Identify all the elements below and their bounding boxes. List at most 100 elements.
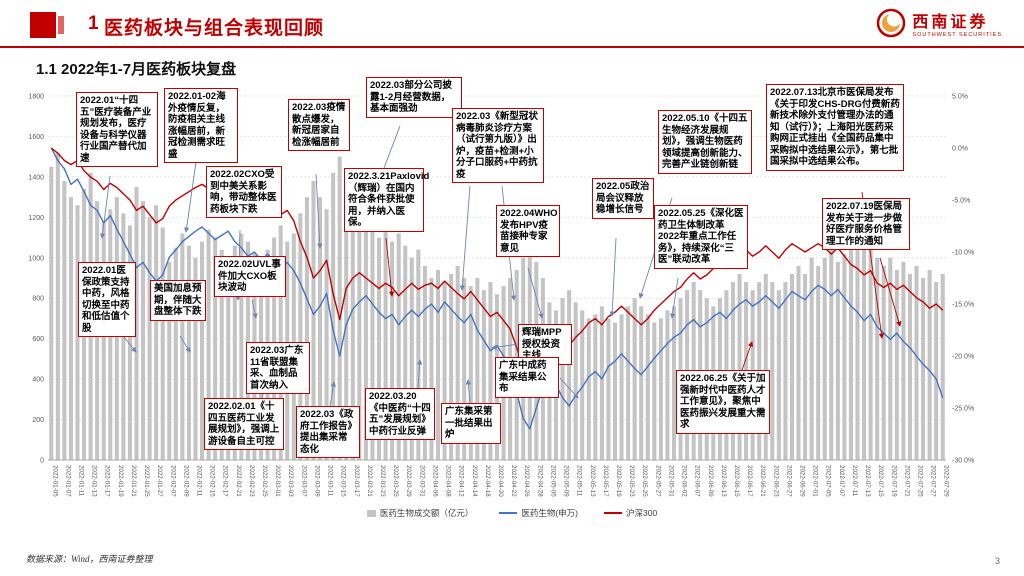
svg-text:-15.0%: -15.0% bbox=[952, 302, 974, 309]
svg-text:1000: 1000 bbox=[28, 255, 44, 262]
svg-text:2022-03-25: 2022-03-25 bbox=[392, 465, 399, 497]
pharma-sector-chart: 0 200 400 600 800 1000 1200 1400 1600 1800 5.0% 0.0… bbox=[28, 94, 974, 498]
svg-text:2022-03-03: 2022-03-03 bbox=[287, 465, 294, 497]
svg-text:-20.0%: -20.0% bbox=[952, 354, 974, 361]
svg-text:2022-06-21: 2022-06-21 bbox=[759, 465, 766, 497]
svg-text:5.0%: 5.0% bbox=[952, 94, 968, 101]
legend-swatch-volume bbox=[366, 509, 376, 517]
svg-text:2022-07-01: 2022-07-01 bbox=[812, 465, 819, 497]
svg-text:2022-02-23: 2022-02-23 bbox=[248, 465, 255, 497]
svg-text:2022-02-21: 2022-02-21 bbox=[235, 465, 242, 497]
svg-text:2022-03-21: 2022-03-21 bbox=[366, 465, 373, 497]
page-title: 医药板块与组合表现回顾 bbox=[104, 18, 325, 39]
svg-text:-25.0%: -25.0% bbox=[952, 406, 974, 413]
svg-text:2022-02-11: 2022-02-11 bbox=[195, 465, 202, 497]
svg-text:2022-06-13: 2022-06-13 bbox=[720, 465, 727, 497]
svg-text:2022-07-15: 2022-07-15 bbox=[877, 465, 884, 497]
svg-text:2022-06-23: 2022-06-23 bbox=[772, 465, 779, 497]
right-axis-labels: 5.0% 0.0% -5.0% -10.0% -15.0% -20.0% -25.0% -30… bbox=[952, 94, 974, 465]
svg-text:2022-07-05: 2022-07-05 bbox=[825, 465, 832, 497]
svg-text:2022-03-11: 2022-03-11 bbox=[327, 465, 334, 497]
svg-text:2022-03-23: 2022-03-23 bbox=[379, 465, 386, 497]
series-line_hs300 bbox=[50, 147, 944, 368]
svg-text:-10.0%: -10.0% bbox=[952, 250, 974, 257]
svg-text:2022-07-07: 2022-07-07 bbox=[838, 465, 845, 497]
svg-text:2022-06-09: 2022-06-09 bbox=[707, 465, 714, 497]
svg-text:2022-06-15: 2022-06-15 bbox=[733, 465, 740, 497]
svg-text:2022-02-09: 2022-02-09 bbox=[182, 465, 189, 497]
svg-text:2022-07-27: 2022-07-27 bbox=[930, 465, 937, 497]
svg-text:2022-02-15: 2022-02-15 bbox=[209, 465, 216, 497]
logo-name-cn: 西南证券 bbox=[912, 14, 989, 31]
svg-text:2022-04-18: 2022-04-18 bbox=[484, 465, 491, 497]
left-axis-labels: 0 200 400 600 800 1000 1200 1400 1600 1800 bbox=[28, 94, 44, 465]
svg-text:2022-01-13: 2022-01-13 bbox=[91, 465, 98, 497]
legend-label-hs300: 沪深300 bbox=[626, 508, 658, 518]
svg-text:-5.0%: -5.0% bbox=[952, 198, 970, 205]
legend-swatch-hs300 bbox=[604, 512, 622, 514]
chart-legend: 医药生物成交额（亿元） 医药生物(申万) 沪深300 bbox=[0, 507, 1024, 519]
svg-text:2022-03-31: 2022-03-31 bbox=[418, 465, 425, 497]
svg-text:-30.0%: -30.0% bbox=[952, 458, 974, 465]
svg-text:2022-05-23: 2022-05-23 bbox=[628, 465, 635, 497]
logo-icon bbox=[877, 8, 906, 38]
svg-text:2022-05-25: 2022-05-25 bbox=[641, 465, 648, 497]
svg-text:2022-07-29: 2022-07-29 bbox=[943, 465, 950, 497]
svg-text:2022-01-11: 2022-01-11 bbox=[77, 465, 84, 497]
svg-text:0: 0 bbox=[40, 458, 44, 465]
svg-text:2022-01-19: 2022-01-19 bbox=[117, 465, 124, 497]
svg-text:2022-04-22: 2022-04-22 bbox=[510, 465, 517, 497]
logo-text: 西南证券 SOUTHWEST SECURITIES bbox=[912, 8, 1002, 38]
legend-item-volume: 医药生物成交额（亿元） bbox=[366, 507, 473, 519]
svg-text:2022-06-07: 2022-06-07 bbox=[694, 465, 701, 497]
svg-text:2022-05-13: 2022-05-13 bbox=[589, 465, 596, 497]
svg-text:2022-06-02: 2022-06-02 bbox=[681, 465, 688, 497]
legend-swatch-pharma bbox=[499, 512, 518, 514]
section-number: 1 bbox=[88, 13, 99, 34]
svg-text:2022-03-07: 2022-03-07 bbox=[300, 465, 307, 497]
svg-text:2022-05-19: 2022-05-19 bbox=[615, 465, 622, 497]
svg-text:2022-04-06: 2022-04-06 bbox=[431, 465, 438, 497]
svg-text:400: 400 bbox=[32, 377, 44, 384]
company-logo: 西南证券 SOUTHWEST SECURITIES bbox=[876, 8, 1002, 38]
svg-text:1400: 1400 bbox=[28, 174, 44, 181]
svg-text:2022-06-29: 2022-06-29 bbox=[799, 465, 806, 497]
svg-text:2022-05-31: 2022-05-31 bbox=[667, 465, 674, 497]
svg-text:2022-01-25: 2022-01-25 bbox=[143, 465, 150, 497]
data-source-note: 数据来源：Wind，西南证券整理 bbox=[26, 554, 153, 564]
svg-text:2022-05-05: 2022-05-05 bbox=[549, 465, 556, 497]
x-axis-labels: 2022-01-05 2022-01-07 2022-01-11 2022-01-13… bbox=[51, 465, 949, 497]
legend-label-pharma: 医药生物(申万) bbox=[521, 508, 578, 518]
svg-text:800: 800 bbox=[32, 296, 44, 303]
section-bullet bbox=[30, 12, 56, 38]
svg-text:2022-04-28: 2022-04-28 bbox=[536, 465, 543, 497]
svg-text:1600: 1600 bbox=[28, 134, 44, 141]
svg-text:2022-07-21: 2022-07-21 bbox=[903, 465, 910, 497]
volume-bar-series bbox=[49, 152, 945, 461]
svg-text:2022-06-17: 2022-06-17 bbox=[746, 465, 753, 497]
svg-text:1800: 1800 bbox=[28, 94, 44, 101]
legend-item-pharma: 医药生物(申万) bbox=[499, 507, 578, 519]
svg-text:2022-05-09: 2022-05-09 bbox=[563, 465, 570, 497]
svg-text:2022-07-11: 2022-07-11 bbox=[851, 465, 858, 497]
svg-text:2022-07-19: 2022-07-19 bbox=[890, 465, 897, 497]
page-number: 3 bbox=[994, 556, 1000, 566]
svg-text:2022-04-20: 2022-04-20 bbox=[497, 465, 504, 497]
svg-text:2022-03-17: 2022-03-17 bbox=[353, 465, 360, 497]
svg-text:2022-03-01: 2022-03-01 bbox=[274, 465, 281, 497]
svg-text:2022-03-09: 2022-03-09 bbox=[313, 465, 320, 497]
svg-text:2022-07-13: 2022-07-13 bbox=[864, 465, 871, 497]
legend-item-hs300: 沪深300 bbox=[604, 507, 657, 519]
svg-text:2022-05-27: 2022-05-27 bbox=[654, 465, 661, 497]
svg-text:2022-03-15: 2022-03-15 bbox=[340, 465, 347, 497]
svg-text:2022-04-26: 2022-04-26 bbox=[523, 465, 530, 497]
svg-text:200: 200 bbox=[32, 417, 44, 424]
section-bullet-accent bbox=[58, 16, 64, 34]
svg-text:2022-01-17: 2022-01-17 bbox=[104, 465, 111, 497]
header-divider bbox=[0, 46, 1024, 48]
svg-text:2022-04-08: 2022-04-08 bbox=[445, 465, 452, 497]
svg-text:2022-02-07: 2022-02-07 bbox=[169, 465, 176, 497]
svg-text:2022-06-27: 2022-06-27 bbox=[785, 465, 792, 497]
svg-text:2022-01-21: 2022-01-21 bbox=[130, 465, 137, 497]
